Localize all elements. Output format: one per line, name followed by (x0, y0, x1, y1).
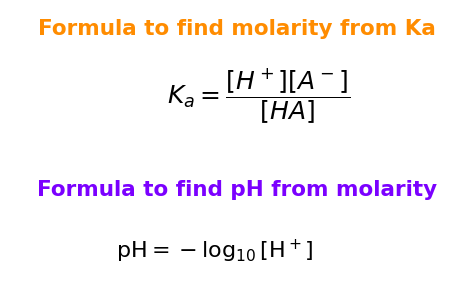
Text: $\mathrm{pH = -log_{10}\,[H^+]}$: $\mathrm{pH = -log_{10}\,[H^+]}$ (116, 237, 314, 265)
Text: $\mathit{K_a} = \dfrac{[\mathit{H^+}][\mathit{A^-}]}{[\mathit{HA}]}$: $\mathit{K_a} = \dfrac{[\mathit{H^+}][\m… (167, 67, 350, 126)
Text: Formula to find pH from molarity: Formula to find pH from molarity (37, 180, 437, 200)
Text: Formula to find molarity from Ka: Formula to find molarity from Ka (38, 19, 436, 39)
